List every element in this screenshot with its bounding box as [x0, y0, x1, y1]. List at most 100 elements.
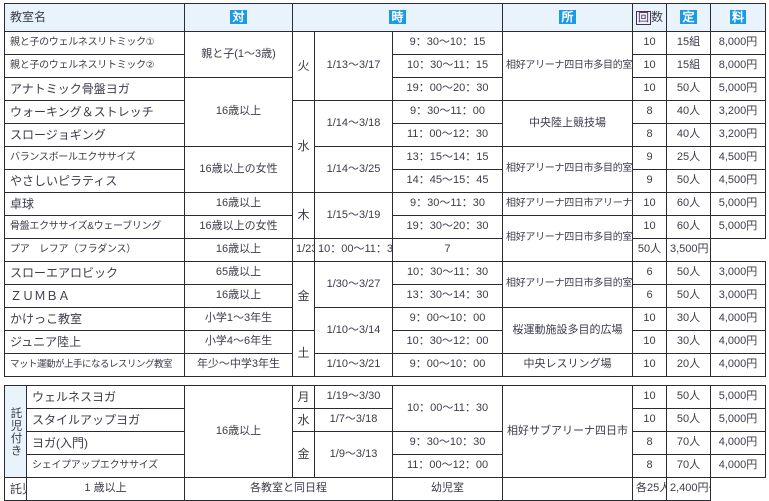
childcare-section-label: 託児付き	[4, 385, 27, 478]
cell-count: 10	[632, 192, 667, 216]
table-row: ジュニア陸上 小学4～6年生土 10：30～12：00 10 30人 4,000円	[4, 330, 766, 377]
table-row: スロージョギング 11：00～12：30 8 40人 3,200円	[4, 123, 766, 147]
cell-day: 火	[292, 31, 315, 101]
cell-fee: 3,500円	[666, 238, 711, 262]
cell-fee: 4,500円	[710, 169, 766, 193]
table-row: ウォーキング＆ストレッチ 水 1/14～3/18 9：30～11：00 中央陸上競技場 8…	[4, 100, 766, 193]
cell-time: 11：00～12：30	[392, 123, 503, 147]
cell-fee: 4,000円	[710, 307, 766, 331]
cell-period: 1/9～3/13	[314, 431, 393, 478]
cell-period: 1/14～3/25	[314, 146, 393, 193]
childcare-schedule-table: 託児付き ウェルネスヨガ 16歳以上月 1/19～3/30 10：00～11：30 相好サ…	[4, 385, 766, 501]
cell-period: 1/14～3/18	[314, 100, 393, 147]
cell-class-name: 骨盤エクササイズ&ウェーブリング	[4, 215, 185, 239]
header-fee: 料	[710, 3, 766, 32]
cell-fee: 3,000円	[710, 261, 766, 285]
cell-target: 16歳以上の女性	[184, 146, 293, 193]
cell-time: 13：15～14：15	[392, 146, 503, 170]
cell-capacity: 30人	[666, 307, 711, 331]
header-place-label: 所	[559, 10, 576, 25]
cell-time: 10：30～11：15	[392, 54, 503, 78]
cell-target: 小学4～6年生	[184, 330, 293, 354]
cell-target: 65歳以上	[184, 261, 293, 285]
cell-target: 16歳以上	[184, 385, 293, 478]
cell-capacity: 50人	[666, 261, 711, 285]
cell-capacity: 60人	[666, 215, 711, 239]
cell-class-name: スロージョギング	[4, 123, 185, 147]
cell-capacity: 50人	[666, 408, 711, 432]
cell-class-name: かけっこ教室	[4, 307, 185, 331]
cell-count: 6	[632, 261, 667, 285]
table-row: ＺＵＭＢＡ 16歳以上 13：30～14：30 6 50人 3,000円	[4, 284, 766, 308]
cell-target: 16歳以上	[184, 284, 293, 308]
cell-capacity: 15組	[666, 54, 711, 78]
cell-target: 年少～中学3年生	[184, 353, 293, 377]
cell-period: 1/7～3/18	[314, 408, 393, 432]
cell-place: 中央陸上競技場	[502, 100, 633, 147]
cell-count: 10	[632, 77, 667, 101]
cell-place: 相好サブアリーナ四日市	[502, 385, 633, 478]
cell-day: 木	[292, 192, 315, 239]
cell-time: 19：30～20：30	[392, 215, 503, 239]
table-row: かけっこ教室 小学1～3年生 1/10～3/14 9：00～10：00 桜運動施設多目的…	[4, 307, 766, 354]
table-row: 親と子のウェルネスリトミック① 親と子(1～3歳) 火 1/13～3/17 9：30～1…	[4, 31, 766, 101]
cell-capacity: 15組	[666, 31, 711, 55]
cell-time: 9：30～11：30	[392, 192, 503, 216]
cell-place: 相好アリーナ四日市多目的室1	[502, 31, 633, 101]
cell-count: 7	[392, 238, 503, 262]
cell-capacity: 40人	[666, 123, 711, 147]
cell-class-name: ウェルネスヨガ	[26, 385, 185, 409]
cell-capacity: 50人	[666, 77, 711, 101]
table-row: やさしいピラティス 14：45～15：45 9 50人 4,500円	[4, 169, 766, 193]
cell-class-name: バランスボールエクササイズ	[4, 146, 185, 170]
cell-capacity: 50人	[666, 169, 711, 193]
class-schedule-table: 教室名 対 時 所 回数 定 料 親と子のウェルネスリトミック① 親と子(1～3歳…	[4, 3, 766, 377]
cell-class-name: シェイプアップエクササイズ	[26, 454, 185, 478]
cell-target: 小学1～3年生	[184, 307, 293, 331]
header-capacity-label: 定	[680, 10, 697, 25]
header-count-rest: 数	[651, 9, 664, 24]
cell-fee: 3,200円	[710, 123, 766, 147]
cell-fee: 4,000円	[710, 454, 766, 478]
table-row: 託児付き ウェルネスヨガ 16歳以上月 1/19～3/30 10：00～11：30 相好サ…	[4, 385, 766, 478]
header-count-boxed-char: 回	[636, 10, 651, 25]
cell-period: 1/13～3/17	[314, 31, 393, 101]
cell-target: 16歳以上	[184, 192, 293, 216]
table-row: バランスボールエクササイズ 16歳以上の女性 1/14～3/25 13：15～14：1…	[4, 146, 766, 193]
cell-fee: 5,000円	[710, 215, 766, 239]
cell-fee: 4,500円	[710, 146, 766, 170]
table-row: スタイルアップヨガ 水 1/7～3/18 10 50人 5,000円	[5, 408, 766, 432]
cell-count: 8	[632, 431, 667, 455]
cell-capacity: 各25人	[632, 477, 667, 501]
cell-period: 1/23～3/27	[292, 238, 315, 262]
cell-fee: 4,000円	[710, 431, 766, 455]
cell-time: 10：30～11：30	[392, 261, 503, 285]
cell-class-name: スローエアロビック	[4, 261, 185, 285]
table-row: 卓球 16歳以上木 1/15～3/19 9：30～11：30 相好アリーナ四日市アリーナ…	[4, 192, 766, 239]
cell-period: 1/10～3/14	[314, 307, 393, 354]
cell-fee: 8,000円	[710, 54, 766, 78]
header-count: 回数	[632, 3, 667, 32]
cell-capacity: 70人	[666, 431, 711, 455]
cell-count: 10	[632, 307, 667, 331]
cell-time: 9：00～10：00	[392, 353, 503, 377]
cell-fee: 3,200円	[710, 100, 766, 124]
cell-day: 水	[292, 408, 315, 432]
cell-place: 中央レスリング場	[502, 353, 633, 377]
cell-count: 10	[632, 330, 667, 354]
cell-day: 水	[292, 100, 315, 193]
header-target: 対	[184, 3, 293, 32]
header-place: 所	[502, 3, 633, 32]
table-row: ヨガ(入門) 金 1/9～3/13 9：30～10：30 8 70人 4,000円	[5, 431, 766, 478]
cell-time: 10：00～11：30	[392, 385, 503, 432]
cell-target: 16歳以上の女性	[184, 215, 293, 239]
cell-fee: 2,400円～	[666, 477, 711, 501]
cell-target: 親と子(1～3歳)	[184, 31, 293, 78]
cell-fee: 5,000円	[710, 385, 766, 409]
cell-class-name: 親と子のウェルネスリトミック①	[4, 31, 185, 55]
cell-class-name: 託児	[4, 477, 27, 501]
cell-time: 11：00～12：00	[392, 454, 503, 478]
cell-count: 8	[632, 100, 667, 124]
